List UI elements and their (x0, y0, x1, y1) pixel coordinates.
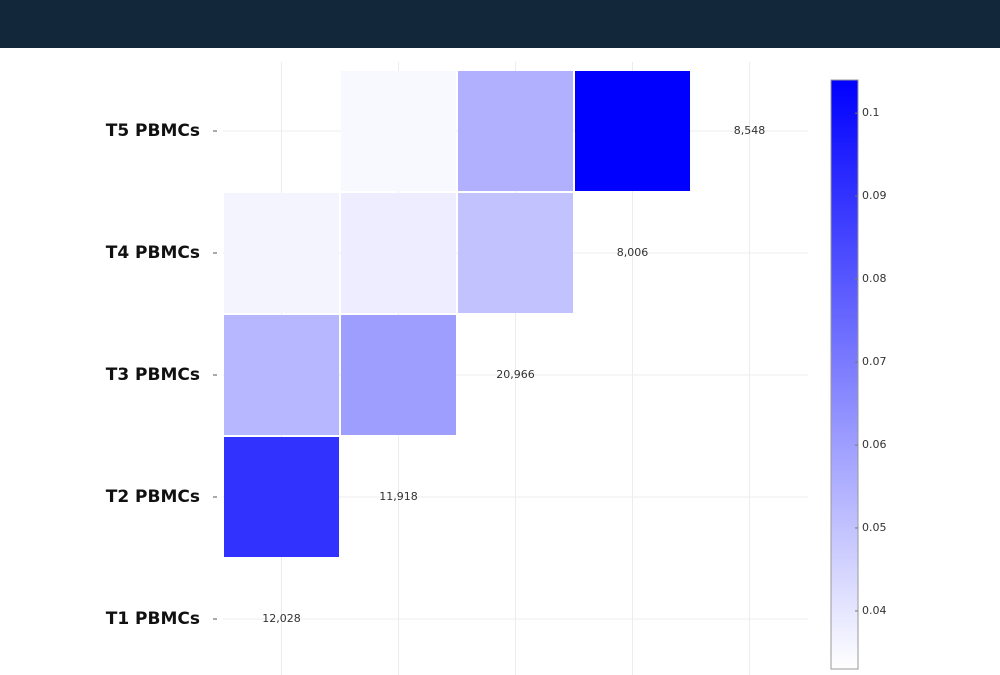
colorbar-tick-label: 0.1 (862, 106, 880, 119)
diagonal-label: 8,006 (617, 246, 649, 259)
colorbar-tick-label: 0.09 (862, 189, 887, 202)
colorbar-tick-label: 0.07 (862, 355, 887, 368)
row-label: T3 PBMCs (106, 365, 200, 385)
diagonal-label: 8,548 (734, 124, 766, 137)
diagonal-label: 11,918 (379, 490, 418, 503)
row-label: T5 PBMCs (106, 121, 200, 141)
row-label: T1 PBMCs (106, 609, 200, 629)
diagonal-label: 12,028 (262, 612, 301, 625)
heatmap-cell (224, 315, 339, 435)
heatmap-cell (224, 193, 339, 313)
heatmap-cell (341, 193, 456, 313)
row-label: T2 PBMCs (106, 487, 200, 507)
header-bar (0, 0, 1000, 48)
colorbar-tick-label: 0.06 (862, 438, 887, 451)
colorbar-tick-label: 0.08 (862, 272, 887, 285)
heatmap-cell (341, 71, 456, 191)
colorbar-tick-label: 0.04 (862, 604, 887, 617)
heatmap-cell (224, 437, 339, 557)
diagonal-label: 20,966 (496, 368, 535, 381)
heatmap-cell (575, 71, 690, 191)
colorbar-tick-label: 0.05 (862, 521, 887, 534)
colorbar (830, 79, 859, 670)
heatmap-cell (341, 315, 456, 435)
heatmap-cell (458, 193, 573, 313)
heatmap-cell (458, 71, 573, 191)
row-label: T4 PBMCs (106, 243, 200, 263)
